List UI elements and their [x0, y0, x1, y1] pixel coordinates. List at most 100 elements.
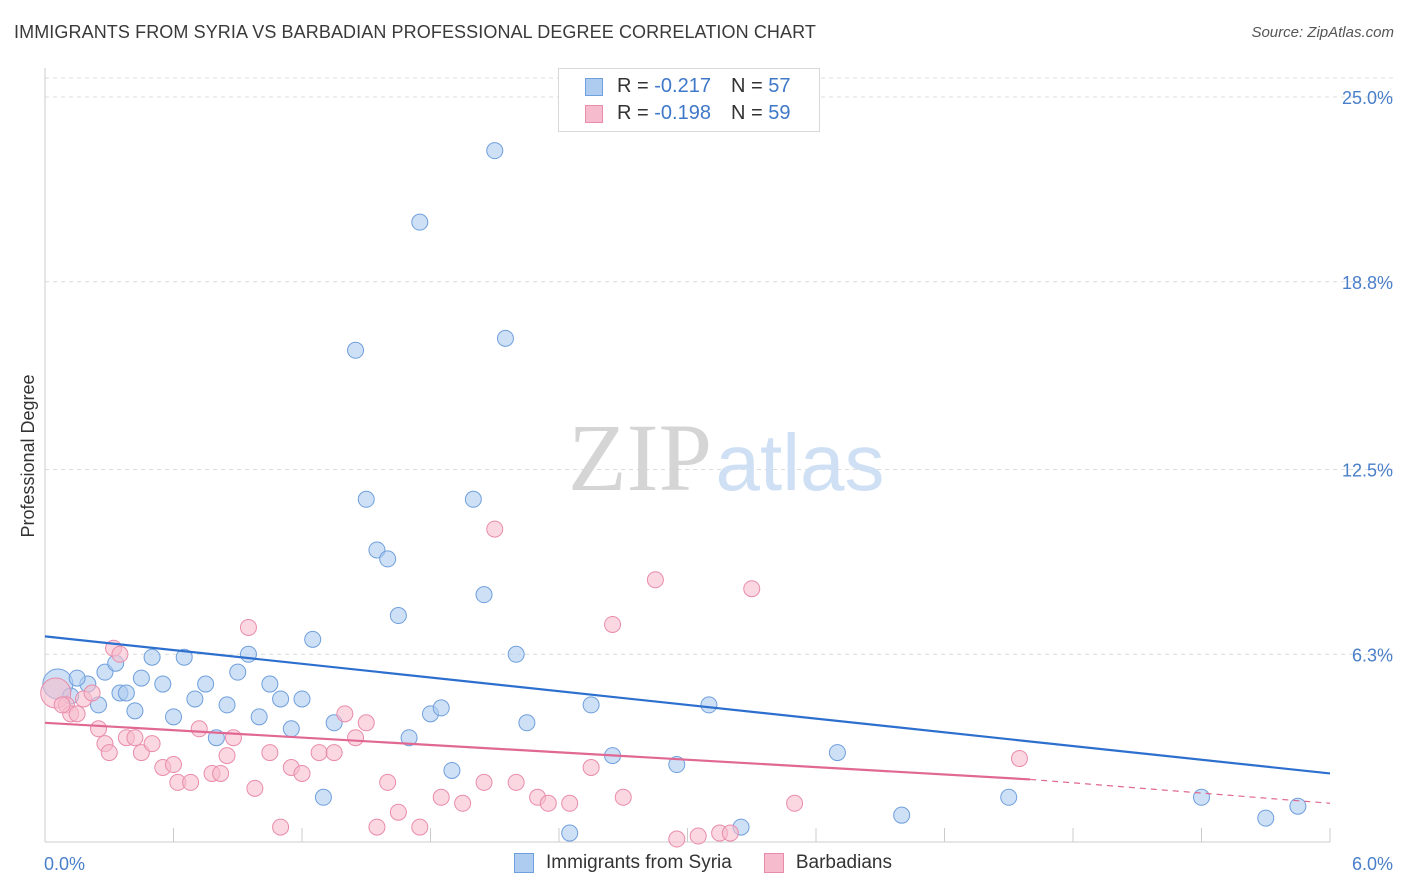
barbadian-point: [561, 794, 579, 812]
y-axis-label: Professional Degree: [18, 374, 38, 537]
barbadian-point: [486, 520, 504, 538]
y-tick-labels: 6.3% 12.5% 18.8% 25.0%: [1342, 88, 1393, 665]
syria-point: [700, 696, 718, 714]
barbadian-point: [182, 773, 200, 791]
syria-point: [443, 761, 461, 779]
barbadian-point: [368, 818, 386, 836]
legend-n-value: 59: [768, 102, 791, 124]
syria-point: [668, 756, 686, 774]
series-label-barbadians: Barbadians: [795, 852, 892, 873]
series-legend: Immigrants from Syria Barbadians: [0, 852, 1406, 874]
barbadian-point: [246, 779, 264, 797]
syria-point: [175, 648, 193, 666]
syria-trend-line: [44, 635, 1331, 775]
barbadian-point: [454, 794, 472, 812]
syria-point: [304, 630, 322, 648]
barbadian-point: [347, 729, 365, 747]
syria-point: [464, 490, 482, 508]
syria-point: [507, 645, 525, 663]
x-tick-label: 0.0%: [44, 854, 85, 874]
syria-point: [143, 648, 161, 666]
barbadian-point: [389, 803, 407, 821]
syria-point: [68, 669, 86, 687]
syria-point: [197, 675, 215, 693]
barbadian-trend-extension: [1030, 778, 1331, 804]
syria-point: [165, 708, 182, 726]
barbadian-point: [83, 684, 101, 702]
syria-point: [282, 720, 300, 738]
barbadian-point: [293, 764, 311, 782]
legend-row-barbadians: R = -0.198 N = 59: [585, 102, 790, 125]
legend-r-label: R =: [617, 75, 649, 97]
syria-point: [117, 684, 135, 702]
y-tick-label: 6.3%: [1352, 645, 1393, 665]
barbadian-point: [357, 714, 375, 732]
barbadian-point: [53, 696, 71, 714]
barbadian-point: [539, 794, 557, 812]
syria-point: [218, 696, 236, 714]
series-legend-barbadians[interactable]: Barbadians: [763, 852, 892, 874]
syria-point: [1000, 788, 1018, 806]
series-legend-syria[interactable]: Immigrants from Syria: [514, 852, 732, 874]
watermark-zip: ZIP: [568, 404, 712, 511]
barbadian-point: [507, 773, 525, 791]
chart-title: IMMIGRANTS FROM SYRIA VS BARBADIAN PROFE…: [14, 22, 816, 42]
syria-point: [126, 702, 144, 720]
syria-point: [432, 699, 450, 717]
trend-lines: [44, 635, 1331, 804]
barbadian-point: [325, 744, 343, 762]
barbadian-point: [475, 773, 493, 791]
syria-point: [411, 213, 429, 231]
syria-point: [582, 696, 600, 714]
syria-point: [186, 690, 204, 708]
barbadian-point: [261, 744, 279, 762]
syria-point: [1289, 797, 1307, 815]
barbadian-point: [582, 759, 600, 776]
source-credit: Source: ZipAtlas.com: [1251, 24, 1394, 41]
syria-point: [828, 744, 846, 762]
syria-point: [154, 675, 172, 693]
legend-r-label: R =: [617, 102, 649, 124]
syria-point: [347, 341, 365, 359]
barbadian-point: [90, 720, 108, 738]
barbadian-point: [310, 744, 328, 762]
barbadian-point: [126, 729, 144, 747]
barbadian-point: [668, 830, 686, 848]
y-tick-label: 25.0%: [1342, 88, 1393, 108]
syria-point: [893, 806, 911, 824]
barbadian-point: [165, 756, 182, 774]
x-tick-label: 6.0%: [1352, 854, 1393, 874]
legend-r-value: -0.217: [654, 75, 711, 97]
barbadian-point: [224, 729, 242, 747]
barbadian-point: [143, 735, 161, 753]
barbadian-point: [218, 747, 236, 765]
syria-point: [400, 729, 418, 747]
legend-n-label: N =: [730, 75, 763, 97]
axes: [44, 68, 1331, 843]
series-swatch-blue: [514, 853, 535, 873]
barbadian-point: [100, 744, 118, 762]
barbadian-trend-line: [44, 721, 1031, 781]
y-tick-label: 12.5%: [1342, 461, 1393, 481]
correlation-legend: R = -0.217 N = 57 R = -0.198 N = 59: [558, 68, 820, 132]
legend-row-syria: R = -0.217 N = 57: [585, 75, 790, 98]
syria-point: [132, 669, 150, 687]
gridlines: [45, 77, 1395, 655]
barbadian-point: [689, 827, 707, 845]
syria-point: [272, 690, 290, 708]
barbadian-point: [111, 645, 129, 663]
barbadian-point: [411, 818, 429, 836]
legend-swatch-blue: [585, 77, 603, 96]
barbadian-point: [379, 773, 397, 791]
syria-point: [239, 645, 257, 663]
syria-point: [250, 708, 268, 726]
barbadian-point: [743, 580, 761, 598]
syria-point: [379, 550, 397, 568]
barbadian-point: [1010, 750, 1028, 768]
barbadian-point: [190, 720, 208, 738]
barbadian-point: [432, 788, 450, 806]
legend-swatch-pink: [585, 104, 603, 123]
barbadian-point: [68, 705, 86, 723]
syria-point: [293, 690, 311, 708]
